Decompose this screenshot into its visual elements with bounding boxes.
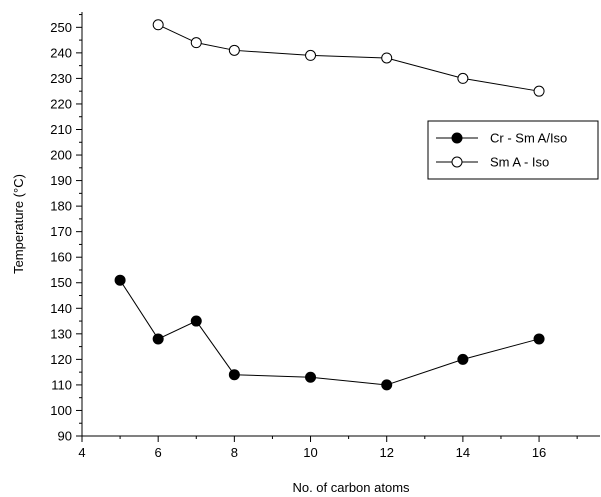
y-tick-label: 110 [51,377,72,392]
x-tick-label: 4 [78,445,85,460]
x-axis-title: No. of carbon atoms [292,480,410,495]
y-tick-label: 150 [50,275,72,290]
data-point [152,333,164,345]
y-tick-label: 190 [50,173,72,188]
y-tick-label: 200 [50,148,72,163]
y-tick-label: 100 [50,403,72,418]
data-point [190,37,202,49]
y-axis-title-group: Temperature (°C) [11,174,26,274]
x-tick-label: 10 [303,445,317,460]
data-point [305,49,317,61]
y-tick-label: 160 [50,250,72,265]
legend-marker-series-2 [451,156,463,168]
data-point [381,52,393,64]
y-tick-label: 180 [50,199,72,214]
data-point [152,19,164,31]
y-tick-label: 210 [50,122,72,137]
legend: Cr - Sm A/Iso Sm A - Iso [427,120,599,180]
legend-label-series-1: Cr - Sm A/Iso [490,131,567,146]
data-point [190,315,202,327]
series-layer [114,19,545,391]
data-point [114,274,126,286]
data-point [533,85,545,97]
data-point [228,44,240,56]
y-tick-label: 230 [50,71,72,86]
data-point [533,333,545,345]
x-tick-label: 14 [456,445,470,460]
y-tick-label: 140 [50,301,72,316]
axes: 90 100 110 120 130 140 150 160 170 180 190 200 210 22… [50,12,600,460]
data-point [228,369,240,381]
series-2 [152,19,545,97]
legend-box [427,120,599,180]
y-tick-label: 120 [50,352,72,367]
y-tick-label: 130 [50,326,72,341]
legend-marker-series-1 [451,132,463,144]
x-tick-label: 12 [379,445,393,460]
data-point [457,72,469,84]
y-tick-label: 250 [50,20,72,35]
x-tick-label: 16 [532,445,546,460]
y-tick-label: 90 [58,429,72,444]
x-tick-label: 8 [231,445,238,460]
legend-label-series-2: Sm A - Iso [490,155,549,170]
data-point [305,371,317,383]
series-line [157,24,540,92]
y-tick-label: 220 [50,96,72,111]
x-tick-label: 6 [155,445,162,460]
y-tick-label: 240 [50,45,72,60]
y-tick-label: 170 [50,224,72,239]
series-1 [114,274,545,391]
data-point [381,379,393,391]
series-line [119,279,540,386]
y-axis-title: Temperature (°C) [11,174,26,274]
data-point [457,353,469,365]
